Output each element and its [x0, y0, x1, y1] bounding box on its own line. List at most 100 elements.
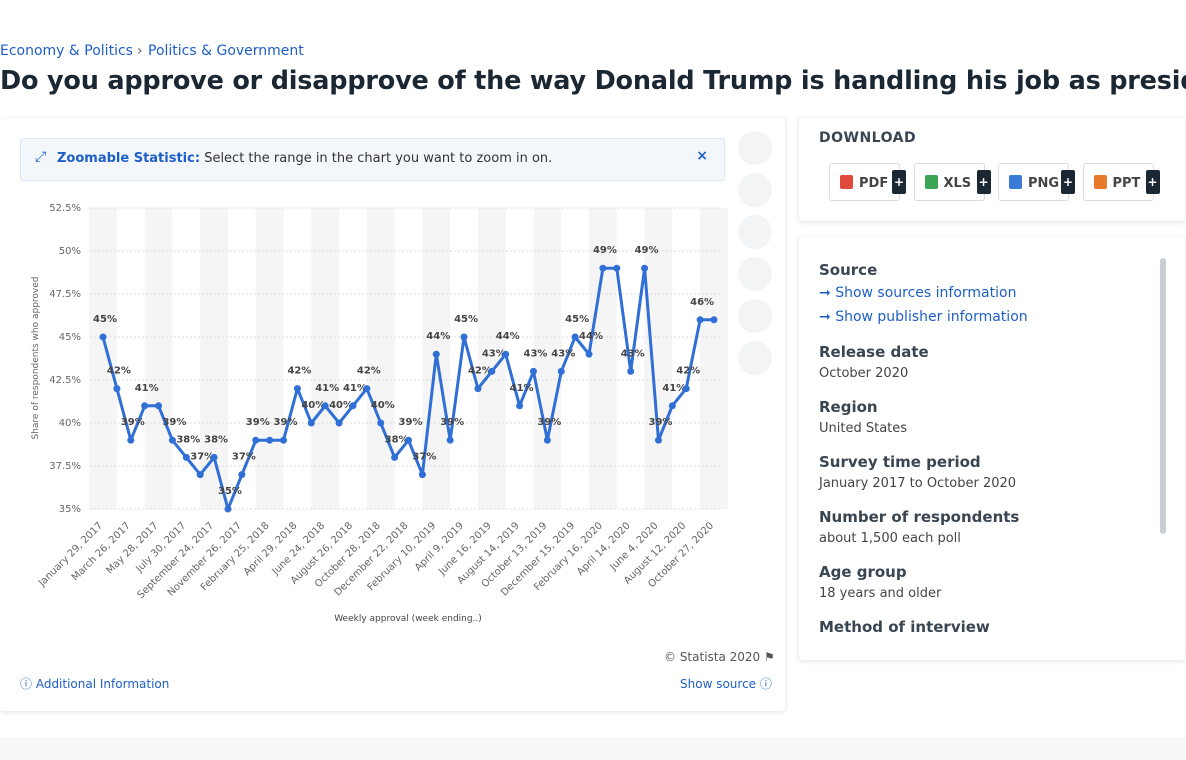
- data-point: [280, 436, 288, 444]
- share-button[interactable]: [738, 257, 772, 291]
- zoom-text: Select the range in the chart you want t…: [204, 151, 553, 166]
- data-label: 42%: [287, 366, 311, 377]
- data-point: [654, 436, 662, 444]
- detail-label: Region: [819, 398, 878, 416]
- data-point: [238, 471, 246, 479]
- y-tick-label: 45%: [59, 332, 81, 343]
- format-label: XLS: [943, 176, 972, 191]
- file-icon: [1009, 175, 1022, 189]
- download-card: [799, 118, 1185, 221]
- format-label: PNG: [1028, 176, 1060, 191]
- data-label: 49%: [593, 245, 617, 256]
- cite-button[interactable]: [738, 299, 772, 333]
- y-tick-label: 47.5%: [49, 289, 81, 300]
- data-point: [99, 333, 107, 341]
- data-label: 41%: [510, 383, 534, 394]
- breadcrumb[interactable]: Economy & Politics: [0, 43, 133, 59]
- zoom-label: Zoomable Statistic:: [57, 151, 201, 166]
- scrollbar: [1160, 258, 1166, 534]
- grid-band: [311, 208, 340, 509]
- x-tick-label: June 4, 2020: [607, 520, 660, 573]
- data-point: [405, 436, 412, 444]
- source-heading: Source: [819, 261, 878, 279]
- grid-band: [200, 208, 228, 509]
- breadcrumb[interactable]: Politics & Government: [148, 43, 304, 59]
- data-label: 39%: [537, 417, 561, 428]
- data-point: [127, 436, 135, 444]
- zoom-banner: ⤢ Zoomable Statistic: Select the range i…: [20, 138, 725, 181]
- alert-button[interactable]: [738, 173, 772, 207]
- copyright-text: © Statista 2020: [664, 650, 761, 664]
- additional-info[interactable]: ⓘ Additional Information: [20, 677, 170, 691]
- data-label: 42%: [357, 366, 381, 377]
- show-publisher-link[interactable]: ➞ Show publisher information: [819, 309, 1028, 325]
- download-button[interactable]: PDF +: [829, 163, 906, 201]
- data-label: 39%: [274, 417, 298, 428]
- print-button[interactable]: [738, 341, 772, 375]
- footer-strip: [0, 738, 1186, 760]
- data-label: 39%: [399, 417, 423, 428]
- detail-label: Method of interview: [819, 618, 990, 636]
- data-label: 43%: [621, 348, 645, 359]
- breadcrumb-separator: ›: [137, 43, 143, 59]
- data-point: [627, 367, 635, 375]
- data-point: [446, 436, 454, 444]
- show-source[interactable]: Show source ⓘ: [680, 677, 772, 691]
- y-tick-label: 50%: [59, 246, 81, 257]
- data-label: 41%: [662, 383, 686, 394]
- data-point: [196, 471, 204, 479]
- plus-button[interactable]: +: [1061, 170, 1075, 194]
- y-tick-label: 40%: [59, 418, 81, 429]
- data-label: 37%: [190, 452, 214, 463]
- data-label: 40%: [371, 400, 395, 411]
- data-label: 39%: [648, 417, 672, 428]
- plus-button[interactable]: +: [892, 170, 906, 194]
- copyright: © Statista 2020 ⚑: [664, 650, 775, 664]
- grid-band: [255, 208, 284, 509]
- favorite-button[interactable]: [738, 131, 772, 165]
- data-point: [266, 436, 274, 444]
- y-tick-label: 42.5%: [49, 375, 81, 386]
- grid-band: [700, 208, 728, 509]
- data-label: 39%: [246, 417, 270, 428]
- download-heading: DOWNLOAD: [819, 130, 917, 146]
- detail-value: October 2020: [819, 366, 909, 381]
- data-label: 42%: [676, 366, 700, 377]
- detail-label: Survey time period: [819, 453, 981, 471]
- data-label: 38%: [176, 434, 200, 445]
- file-icon: [840, 175, 853, 189]
- data-label: 44%: [579, 331, 603, 342]
- data-point: [641, 264, 649, 272]
- data-label: 38%: [204, 434, 228, 445]
- detail-label: Release date: [819, 343, 929, 361]
- data-label: 49%: [635, 245, 659, 256]
- data-label: 45%: [454, 314, 478, 325]
- data-point: [418, 471, 426, 479]
- download-button[interactable]: XLS +: [913, 163, 991, 201]
- grid-band: [89, 208, 117, 509]
- file-icon: [924, 175, 938, 189]
- data-point: [432, 350, 440, 358]
- data-point: [502, 350, 510, 358]
- data-point: [682, 385, 690, 393]
- download-button[interactable]: PPT +: [1082, 163, 1160, 201]
- format-label: PPT: [1112, 176, 1141, 191]
- plus-button[interactable]: +: [976, 170, 991, 194]
- grid-band: [644, 208, 673, 509]
- data-point: [710, 316, 718, 324]
- data-point: [155, 402, 163, 410]
- show-sources-link[interactable]: ➞ Show sources information: [819, 285, 1017, 301]
- detail-value: United States: [819, 421, 908, 436]
- plus-button[interactable]: +: [1145, 170, 1160, 194]
- additional-info-text: Additional Information: [35, 677, 170, 691]
- data-point: [363, 385, 371, 393]
- settings-button[interactable]: [738, 215, 772, 249]
- download-button[interactable]: PNG +: [998, 163, 1075, 201]
- show-publisher-text: Show publisher information: [835, 309, 1028, 325]
- data-label: 44%: [496, 331, 520, 342]
- close-button[interactable]: ×: [696, 148, 708, 164]
- data-point: [571, 333, 579, 341]
- data-label: 40%: [329, 400, 353, 411]
- data-point: [307, 419, 315, 427]
- grid-band: [533, 208, 562, 509]
